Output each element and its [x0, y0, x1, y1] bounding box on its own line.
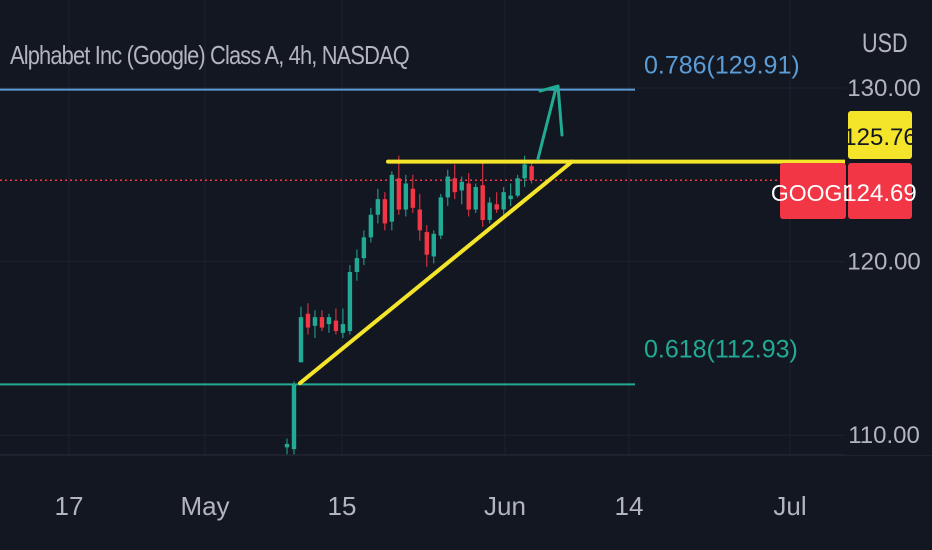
candle-body	[347, 272, 353, 332]
currency-label: USD	[862, 28, 908, 58]
y-tick-label: 120.00	[847, 249, 920, 276]
fib-level-0618-label: 0.618(112.93)	[644, 335, 798, 363]
x-tick-label: Jun	[484, 491, 526, 521]
candle-body	[487, 202, 492, 220]
candle-body	[333, 320, 339, 332]
x-tick-label: 17	[55, 491, 84, 521]
y-tick-label: 130.00	[847, 75, 920, 102]
candle-body	[298, 317, 304, 363]
projection-arrow-shaft	[536, 86, 558, 161]
x-tick-label: 14	[615, 491, 644, 521]
candle-body	[284, 443, 290, 448]
x-tick-label: Jul	[773, 491, 806, 521]
symbol-badge-bg	[780, 163, 846, 219]
candle-body	[522, 164, 527, 179]
candle-body	[501, 192, 506, 210]
fib-level-0786-label: 0.786(129.91)	[644, 52, 800, 80]
x-tick-label: May	[180, 491, 229, 521]
candle-body	[340, 324, 346, 333]
candle-body	[431, 233, 436, 257]
target-price-badge: 125.76	[843, 111, 917, 159]
candle-body	[417, 209, 423, 231]
y-axis: 130.00 120.00 110.00	[847, 75, 920, 449]
candle-body	[410, 188, 416, 208]
x-axis: 17 May 15 Jun 14 Jul	[55, 491, 807, 521]
candle-body	[319, 317, 325, 328]
chart-title: Alphabet Inc (Google) Class A, 4h, NASDA…	[10, 40, 410, 70]
grid-lines	[0, 0, 845, 455]
candle-body	[312, 317, 318, 326]
y-axis-band	[845, 0, 932, 455]
candle-body	[305, 313, 311, 328]
target-price-value: 125.76	[843, 124, 916, 151]
candle-body	[508, 195, 513, 200]
candle-body	[452, 178, 457, 193]
candle-body	[515, 178, 520, 196]
target-price-badge-bg	[848, 111, 912, 159]
projection-arrow[interactable]	[536, 84, 564, 161]
last-price-badge: 124.69	[843, 163, 917, 219]
candle-body	[438, 197, 443, 236]
last-price-value: 124.69	[843, 180, 916, 207]
candle-body	[480, 185, 485, 220]
symbol-badge: GOOGL	[771, 163, 856, 219]
candle-body	[368, 214, 374, 238]
y-tick-label: 110.00	[848, 422, 920, 449]
last-price-badge-bg	[848, 163, 912, 219]
candle-body	[403, 183, 409, 210]
candle-body	[326, 317, 332, 325]
candle-body	[382, 199, 388, 224]
ascending-trendline[interactable]	[298, 159, 574, 386]
candle-body	[494, 204, 499, 210]
candle-body	[375, 199, 381, 215]
projection-arrow-head	[538, 84, 564, 137]
candle-body	[473, 186, 478, 210]
candle-body	[424, 232, 429, 255]
candle-body	[466, 183, 471, 210]
candle-body	[291, 384, 297, 450]
candle-body	[445, 176, 450, 198]
candle-body	[529, 166, 534, 181]
symbol-label: GOOGL	[771, 180, 856, 206]
candle-body	[361, 237, 367, 259]
x-tick-label: 15	[328, 491, 357, 521]
candle-body	[389, 174, 395, 222]
candle-body	[354, 258, 360, 273]
candlestick-series	[284, 155, 534, 455]
candle-body	[396, 178, 402, 210]
x-axis-band	[0, 455, 932, 550]
candle-body	[459, 181, 464, 191]
